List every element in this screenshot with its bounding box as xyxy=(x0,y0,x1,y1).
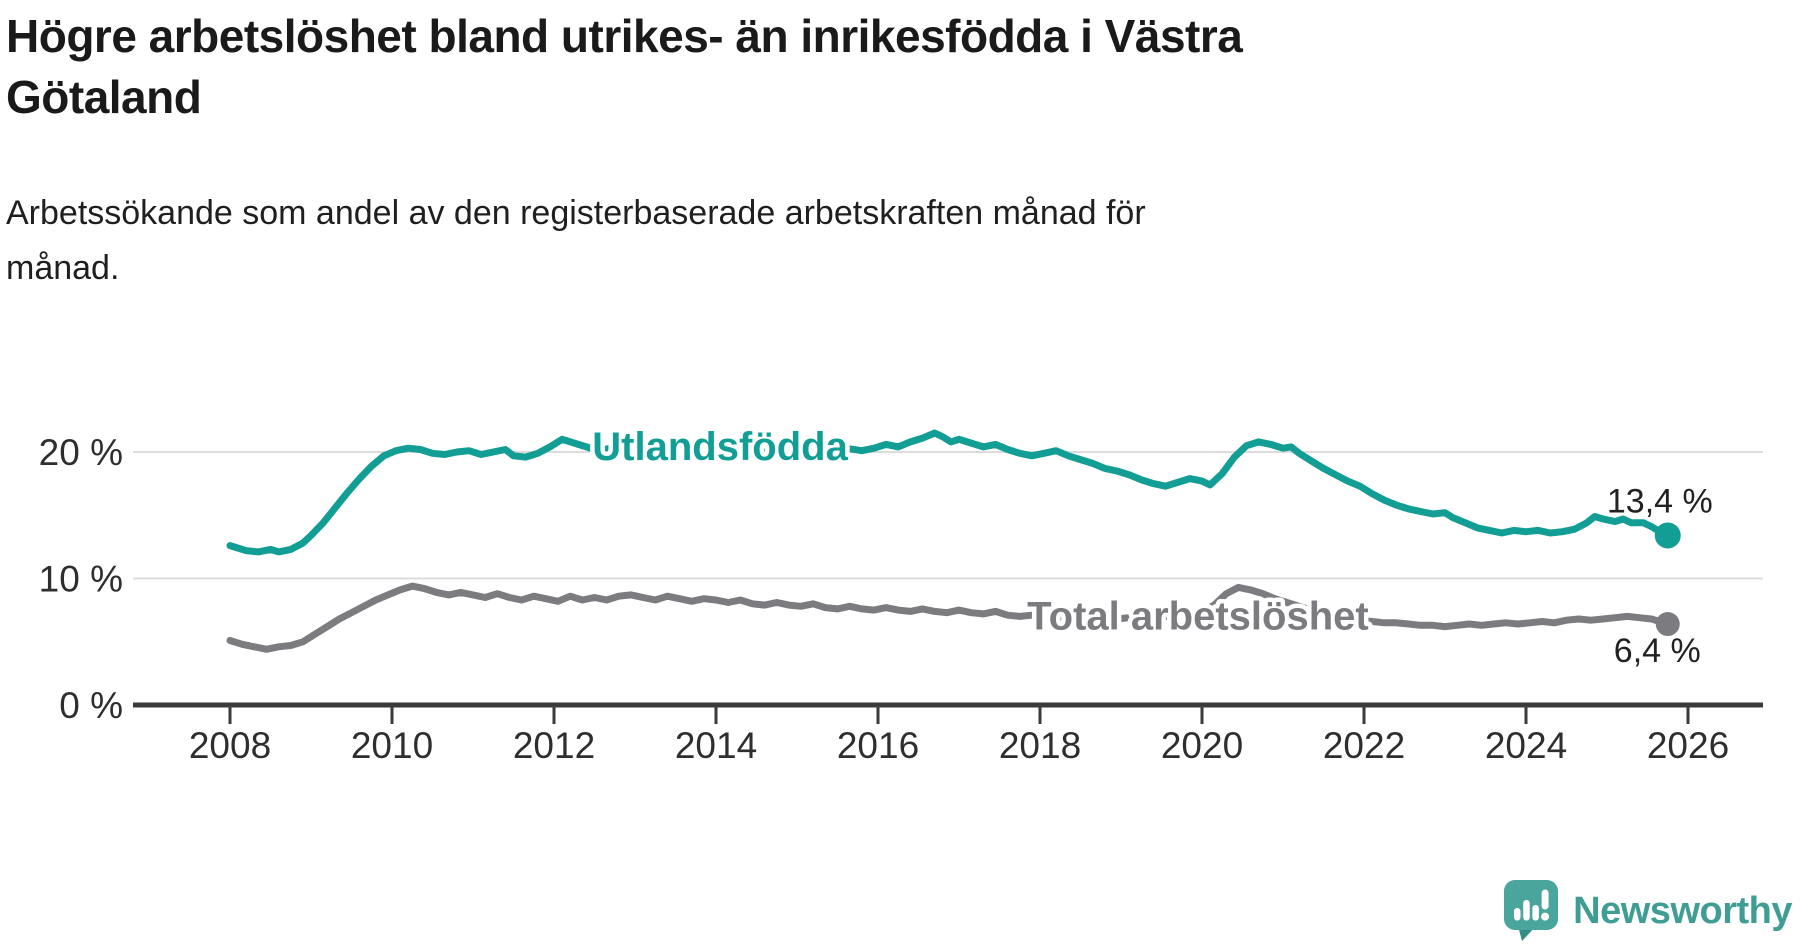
x-tick-label: 2018 xyxy=(999,725,1081,766)
series-end-dot xyxy=(1655,612,1680,637)
x-tick-label: 2014 xyxy=(675,725,757,766)
logo-exclamation-dot xyxy=(1541,912,1550,921)
y-tick-label: 10 % xyxy=(39,559,123,600)
logo-bubble-body xyxy=(1504,880,1559,930)
y-tick-label: 20 % xyxy=(39,432,123,473)
y-tick-label: 0 % xyxy=(59,685,123,726)
series-label-total: Total arbetslöshet xyxy=(1027,595,1369,639)
newsworthy-logo: Newsworthy xyxy=(1504,880,1792,942)
series-line-utlandsfodda xyxy=(226,429,1672,556)
logo-exclamation-bar xyxy=(1541,889,1549,910)
title-line-1: Högre arbetslöshet bland utrikes- än inr… xyxy=(6,10,1243,62)
page-title: Högre arbetslöshet bland utrikes- än inr… xyxy=(6,6,1243,127)
x-tick-label: 2012 xyxy=(513,725,595,766)
x-tick-label: 2020 xyxy=(1161,725,1243,766)
series-end-value-label: 6,4 % xyxy=(1614,632,1701,670)
chart-subtitle: Arbetssökande som andel av den registerb… xyxy=(6,186,1146,296)
x-tick-label: 2010 xyxy=(351,725,433,766)
logo-bar-short xyxy=(1514,908,1521,921)
series-end-dot xyxy=(1654,522,1681,549)
x-tick-label: 2024 xyxy=(1485,725,1567,766)
x-tick-label: 2026 xyxy=(1647,725,1729,766)
line-chart: 2008 2010 2012 2014 2016 2018 2020 2022 2024 2026… xyxy=(39,421,1763,766)
newsworthy-logo-icon xyxy=(1504,880,1559,941)
x-tick-label: 2022 xyxy=(1323,725,1405,766)
x-tick-label: 2016 xyxy=(837,725,919,766)
title-line-2: Götaland xyxy=(6,70,202,123)
subtitle-line-1: Arbetssökande som andel av den registerb… xyxy=(6,194,1146,232)
subtitle-line-2: månad. xyxy=(6,249,120,288)
x-tick-label: 2008 xyxy=(189,725,271,766)
newsworthy-logo-text: Newsworthy xyxy=(1573,889,1792,932)
logo-bar-medium xyxy=(1532,905,1540,921)
logo-bar-tall xyxy=(1523,900,1530,921)
series-end-value-label: 13,4 % xyxy=(1607,482,1713,520)
series-line-total xyxy=(226,582,1672,653)
series-label-utlandsfodda: Utlandsfödda xyxy=(592,425,848,469)
